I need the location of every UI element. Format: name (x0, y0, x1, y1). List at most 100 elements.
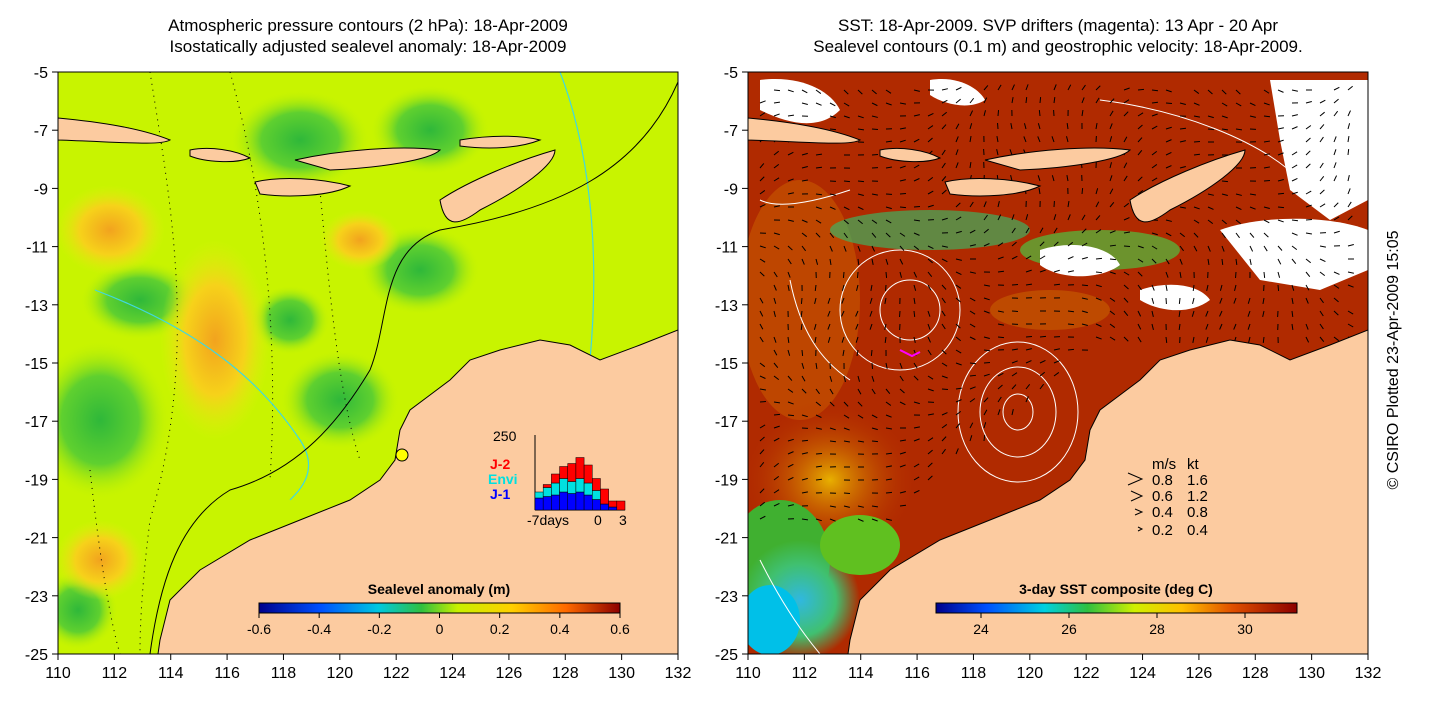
velocity-arrow (1206, 284, 1209, 291)
velocity-arrow (955, 297, 961, 303)
velocity-arrow (1333, 136, 1337, 143)
histogram-bar-j2 (567, 463, 577, 482)
velocity-arrow (1291, 245, 1298, 251)
velocity-arrow (1109, 244, 1117, 247)
velocity-arrow (885, 491, 893, 494)
velocity-arrow (885, 388, 891, 394)
velocity-arrow (871, 375, 875, 382)
velocity-arrow (773, 101, 781, 104)
velocity-arrow (1263, 89, 1270, 94)
velocity-arrow (857, 440, 865, 443)
velocity-arrow (787, 414, 795, 417)
velocity-arrow (801, 232, 808, 238)
velocity-arrow (899, 490, 906, 494)
velocity-arrow (871, 362, 874, 370)
velocity-arrow (899, 206, 907, 209)
velocity-arrow (815, 102, 822, 106)
right-x-tick-label: 114 (848, 665, 874, 682)
velocity-arrow (1053, 360, 1060, 364)
velocity-arrow (1165, 139, 1172, 143)
right-x-tick-label: 126 (1186, 665, 1213, 682)
velocity-arrow (1011, 348, 1019, 351)
velocity-arrow (913, 114, 920, 117)
velocity-arrow (927, 258, 933, 264)
velocity-arrow (1277, 258, 1282, 265)
velocity-arrow (801, 375, 806, 382)
velocity-arrow (941, 124, 947, 130)
velocity-arrow (1039, 371, 1046, 377)
left-x-tick-label: 126 (496, 665, 523, 682)
velocity-arrow (1109, 336, 1116, 341)
velocity-arrow (913, 310, 916, 318)
left-colorbar-tick-label: -0.2 (367, 621, 391, 637)
velocity-arrow (913, 362, 918, 369)
velocity-arrow (969, 97, 975, 104)
left-y-tick-label: -21 (25, 531, 48, 548)
velocity-arrow (969, 310, 976, 315)
velocity-arrow (1347, 323, 1354, 328)
velocity-arrow (997, 409, 1001, 416)
histogram-bar-j1 (575, 491, 585, 511)
histogram-bar-envi (534, 491, 544, 499)
velocity-arrow (1011, 241, 1017, 247)
left-map: 250 J-2 Envi J-1 -7days 0 3 (58, 72, 678, 654)
velocity-arrow (857, 128, 865, 131)
velocity-arrow (885, 271, 888, 279)
velocity-arrow (1109, 310, 1116, 316)
velocity-arrow (1333, 149, 1337, 156)
velocity-arrow (801, 219, 808, 223)
velocity-arrow (1291, 191, 1298, 195)
velocity-arrow (885, 478, 892, 481)
velocity-arrow (1025, 396, 1029, 403)
velocity-arrow (843, 492, 851, 495)
velocity-arrow (801, 362, 805, 369)
left-colorbar-tick-label: -0.4 (307, 621, 331, 637)
left-y-tick-label: -23 (25, 589, 48, 606)
left-y-tick-label: -15 (25, 356, 48, 373)
velocity-arrow (1305, 163, 1311, 169)
left-x-tick-label: 118 (271, 665, 297, 682)
velocity-arrow (787, 284, 790, 291)
histogram-bar-j2 (616, 500, 626, 511)
velocity-arrow (1053, 269, 1060, 273)
velocity-arrow (884, 297, 887, 304)
right-y-tick-label: -15 (715, 356, 738, 373)
velocity-arrow (759, 203, 766, 208)
velocity-arrow (829, 128, 837, 131)
right-x-tick-label: 130 (1298, 665, 1325, 682)
velocity-arrow (1123, 336, 1129, 342)
velocity-arrow (1037, 136, 1041, 143)
velocity-arrow (899, 451, 906, 455)
velocity-arrow (997, 201, 1000, 208)
velocity-arrow (841, 297, 845, 304)
velocity-arrow (1305, 150, 1311, 156)
right-colorbar-tick-label: 26 (1061, 621, 1077, 637)
histogram-bar-j1 (583, 494, 593, 511)
velocity-arrow (842, 271, 845, 279)
velocity-arrow (1291, 89, 1298, 92)
velocity-arrow (927, 336, 931, 343)
velocity-arrow (843, 219, 849, 225)
velocity-arrows (759, 84, 1355, 522)
velocity-arrow (843, 245, 847, 252)
velocity-arrow (1051, 175, 1055, 182)
velocity-arrow (983, 97, 988, 104)
velocity-arrow (842, 349, 845, 356)
velocity-arrow (829, 245, 833, 252)
right-map: m/s kt 0.8 1.6 0.6 1.2 0.4 0.8 0.2 0.4 (748, 72, 1368, 654)
velocity-legend-ms-06: 0.6 (1152, 488, 1173, 505)
velocity-arrow (955, 98, 961, 104)
velocity-arrow (1207, 206, 1214, 210)
velocity-arrow (841, 310, 845, 317)
velocity-arrow (857, 115, 864, 119)
velocity-arrow (884, 336, 887, 344)
velocity-arrow (1109, 162, 1112, 169)
velocity-arrow (1333, 98, 1339, 104)
velocity-arrow (857, 258, 860, 266)
velocity-arrow (941, 323, 946, 330)
velocity-arrow (1038, 109, 1041, 117)
velocity-arrow (1205, 323, 1209, 330)
velocity-legend-header-ms: m/s (1152, 456, 1176, 473)
velocity-arrow (759, 245, 766, 249)
velocity-arrow (1025, 269, 1032, 273)
